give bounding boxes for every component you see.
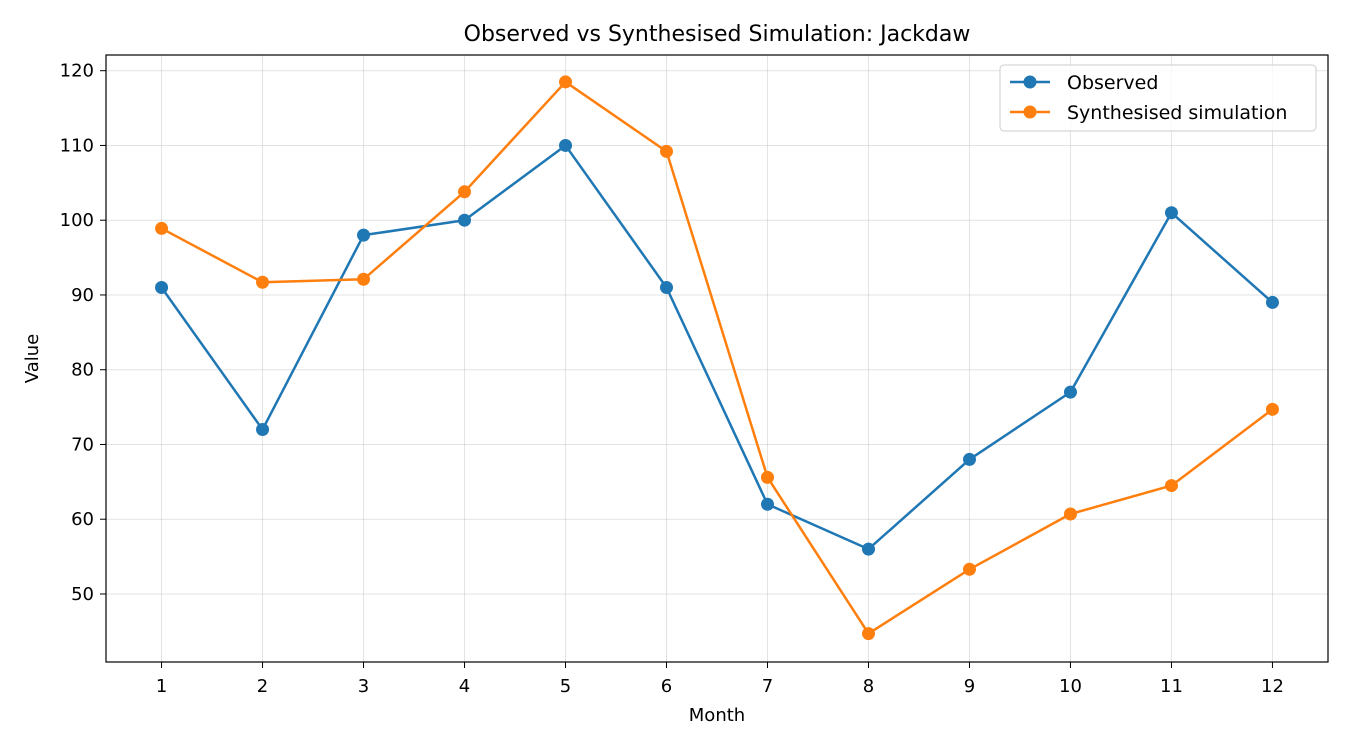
data-point-synthesised-simulation xyxy=(660,144,674,158)
x-tick-label: 5 xyxy=(560,676,571,697)
data-point-synthesised-simulation xyxy=(357,272,371,286)
chart-title: Observed vs Synthesised Simulation: Jack… xyxy=(464,22,971,47)
series-synthesised-simulation xyxy=(155,75,1279,641)
legend: Observed Synthesised simulation xyxy=(999,64,1317,132)
y-tick-label: 60 xyxy=(71,509,94,530)
grid xyxy=(106,55,1328,662)
data-point-synthesised-simulation xyxy=(155,221,169,235)
data-point-observed xyxy=(155,280,169,294)
data-point-observed xyxy=(559,138,573,152)
y-tick-label: 70 xyxy=(71,434,94,455)
y-tick-label: 110 xyxy=(60,135,94,156)
legend-label-synthesised: Synthesised simulation xyxy=(1067,102,1287,124)
data-point-synthesised-simulation xyxy=(1063,507,1077,521)
data-point-synthesised-simulation xyxy=(962,562,976,576)
legend-frame xyxy=(999,64,1317,132)
series-group xyxy=(155,75,1279,641)
legend-marker-synthesised xyxy=(1023,105,1037,119)
data-point-observed xyxy=(256,423,270,437)
y-tick-label: 80 xyxy=(71,360,94,381)
data-point-observed xyxy=(962,452,976,466)
x-tick-label: 3 xyxy=(358,676,369,697)
x-tick-label: 7 xyxy=(762,676,773,697)
data-point-observed xyxy=(861,542,875,556)
data-point-observed xyxy=(357,228,371,242)
data-point-synthesised-simulation xyxy=(861,627,875,641)
y-tick-label: 120 xyxy=(60,61,94,82)
x-tick-label: 12 xyxy=(1261,676,1284,697)
series-line-synthesised-simulation xyxy=(160,80,1274,635)
y-tick-label: 100 xyxy=(60,210,94,231)
data-point-synthesised-simulation xyxy=(559,75,573,89)
legend-label-observed: Observed xyxy=(1067,72,1158,94)
data-point-synthesised-simulation xyxy=(760,470,774,484)
x-tick-label: 6 xyxy=(661,676,672,697)
data-point-observed xyxy=(1164,206,1178,220)
data-point-observed xyxy=(458,213,472,227)
x-tick-label: 2 xyxy=(257,676,268,697)
y-axis-ticks: 50 60 70 80 90 100 110 120 xyxy=(60,61,106,605)
x-tick-label: 8 xyxy=(863,676,874,697)
x-tick-label: 11 xyxy=(1160,676,1183,697)
plot-area-frame xyxy=(105,54,1329,663)
data-point-observed xyxy=(660,280,674,294)
x-axis-ticks: 1 2 3 4 5 6 7 8 9 10 11 12 xyxy=(156,662,1284,697)
data-point-observed xyxy=(1063,385,1077,399)
x-tick-label: 1 xyxy=(156,676,167,697)
legend-marker-observed xyxy=(1023,75,1037,89)
data-point-synthesised-simulation xyxy=(256,275,270,289)
data-point-synthesised-simulation xyxy=(1164,479,1178,493)
data-point-observed xyxy=(760,497,774,511)
x-tick-label: 4 xyxy=(459,676,470,697)
data-point-observed xyxy=(1265,295,1279,309)
y-axis-title: Value xyxy=(22,334,43,383)
y-tick-label: 90 xyxy=(71,285,94,306)
series-observed xyxy=(155,138,1279,556)
data-point-synthesised-simulation xyxy=(458,185,472,199)
x-tick-label: 9 xyxy=(964,676,975,697)
x-tick-label: 10 xyxy=(1059,676,1082,697)
series-line-observed xyxy=(160,144,1274,551)
x-axis-title: Month xyxy=(689,705,745,726)
y-tick-label: 50 xyxy=(71,584,94,605)
data-point-synthesised-simulation xyxy=(1265,402,1279,416)
